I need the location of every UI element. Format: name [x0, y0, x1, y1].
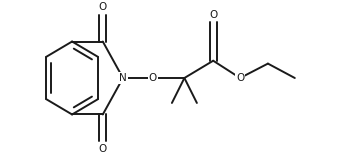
Text: O: O [149, 73, 157, 83]
Text: O: O [209, 10, 217, 20]
Text: O: O [99, 2, 107, 12]
Text: N: N [119, 73, 127, 83]
Text: O: O [236, 73, 244, 83]
Text: O: O [99, 144, 107, 154]
